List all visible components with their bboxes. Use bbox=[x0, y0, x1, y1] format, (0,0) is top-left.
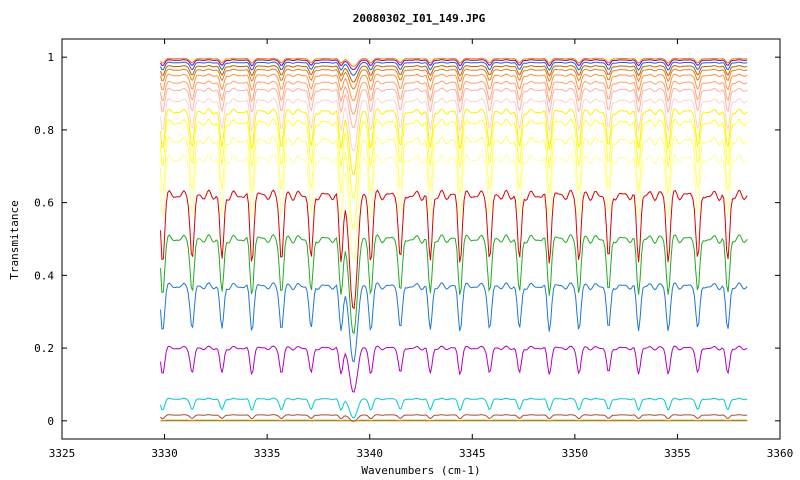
series-line bbox=[160, 153, 748, 261]
series-line bbox=[160, 397, 748, 419]
series-line bbox=[160, 189, 748, 310]
series-line bbox=[160, 73, 748, 102]
series-line bbox=[160, 419, 748, 422]
y-axis-ticks: 0 0.2 0.4 0.6 0.8 1 bbox=[34, 51, 780, 428]
x-tick-label: 3360 bbox=[767, 447, 794, 460]
series-line bbox=[160, 233, 748, 335]
series-line bbox=[160, 80, 748, 115]
y-axis-label: Transmitance bbox=[8, 200, 21, 279]
series-line bbox=[160, 414, 748, 422]
series-line bbox=[160, 59, 748, 71]
x-tick-label: 3340 bbox=[356, 447, 383, 460]
x-tick-label: 3330 bbox=[151, 447, 178, 460]
series-line bbox=[160, 57, 748, 67]
y-tick-label: 1 bbox=[47, 51, 54, 64]
x-tick-label: 3325 bbox=[49, 447, 76, 460]
x-axis-ticks: 3325 3330 3335 3340 3345 3350 3355 3360 bbox=[49, 39, 794, 460]
y-tick-label: 0.8 bbox=[34, 124, 54, 137]
series-line bbox=[160, 68, 748, 90]
series-line bbox=[160, 118, 748, 199]
series-line bbox=[160, 87, 748, 129]
chart-title: 20080302_I01_149.JPG bbox=[353, 12, 486, 25]
series-line bbox=[160, 108, 748, 176]
series-line bbox=[160, 97, 748, 152]
series-line bbox=[160, 345, 748, 393]
x-tick-label: 3345 bbox=[459, 447, 486, 460]
y-tick-label: 0.6 bbox=[34, 197, 54, 210]
x-tick-label: 3335 bbox=[254, 447, 281, 460]
y-tick-label: 0.2 bbox=[34, 342, 54, 355]
y-tick-label: 0 bbox=[47, 415, 54, 428]
x-axis-label: Wavenumbers (cm-1) bbox=[361, 464, 480, 477]
plot-frame bbox=[61, 38, 781, 440]
x-tick-label: 3355 bbox=[664, 447, 691, 460]
x-tick-label: 3350 bbox=[562, 447, 589, 460]
y-tick-label: 0.4 bbox=[34, 269, 54, 282]
series-line bbox=[160, 64, 748, 83]
series-line bbox=[160, 282, 748, 363]
series-line bbox=[160, 136, 748, 230]
series-layer bbox=[160, 57, 748, 422]
series-line bbox=[160, 61, 748, 76]
